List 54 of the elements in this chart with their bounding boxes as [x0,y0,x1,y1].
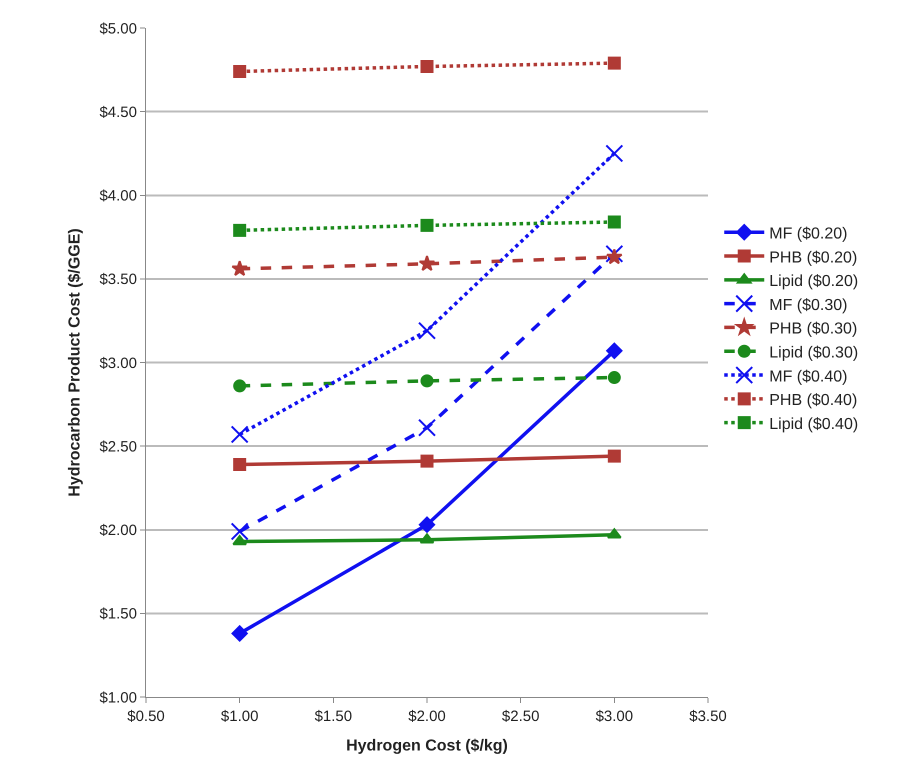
legend-label: Lipid ($0.40) [769,416,858,433]
x-tick-label: $3.00 [596,708,634,725]
point [232,625,248,642]
legend-label: Lipid ($0.30) [769,344,858,362]
y-tick-label: $1.00 [99,689,137,706]
point [418,255,436,272]
point [605,144,624,162]
y-tick-label: $5.00 [99,20,137,38]
point [608,371,621,384]
point [418,418,436,437]
point [230,522,249,540]
y-tick-label: $2.00 [99,522,137,539]
point [420,533,434,544]
point [418,322,436,340]
x-tick-label: $2.50 [502,708,540,725]
point [608,216,621,229]
y-tick-label: $1.50 [99,606,137,623]
x-tick-label: $1.50 [314,708,352,725]
point [418,516,436,533]
y-tick-label: $4.00 [99,188,137,204]
point [420,60,434,73]
legend-label: MF ($0.40) [769,368,848,386]
point [605,244,624,263]
legend-label: PHB ($0.20) [769,249,858,266]
x-tick-label: $1.00 [220,708,258,725]
legend-label: PHB ($0.40) [769,392,858,410]
point [231,260,248,276]
x-tick-label: $0.50 [127,708,165,725]
legend-label: Lipid ($0.20) [769,273,858,290]
y-tick-label: $3.00 [99,354,137,372]
point [606,248,623,264]
point [606,528,622,539]
y-tick-label: $3.50 [99,271,137,288]
point [233,379,246,392]
x-axis-title: Hydrogen Cost ($/kg) [346,738,508,755]
point [233,458,246,472]
point [230,425,249,444]
legend-label: MF ($0.30) [769,296,848,314]
point [420,374,434,388]
point [232,534,248,546]
point [420,454,434,468]
x-tick-label: $3.50 [689,708,727,725]
legend-label: PHB ($0.30) [769,320,858,338]
point [606,342,622,359]
point [608,450,621,463]
y-tick-label: $4.50 [99,104,137,121]
y-axis-title: Hydrocarbon Product Cost ($/GGE) [66,228,84,497]
legend-label: MF ($0.20) [769,225,848,242]
point [420,218,434,232]
x-tick-label: $2.00 [408,708,446,725]
point [608,56,621,70]
point [233,224,246,237]
y-tick-label: $2.50 [99,438,137,456]
point [233,64,246,78]
